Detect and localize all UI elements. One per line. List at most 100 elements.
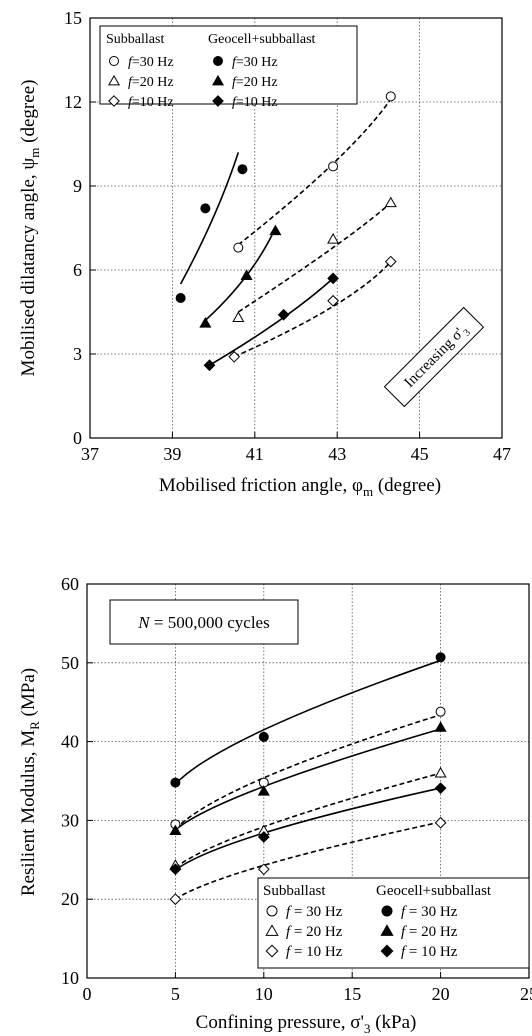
x-tick-label: 25 xyxy=(520,984,532,1004)
data-point xyxy=(434,782,447,794)
x-tick-label: 41 xyxy=(246,444,264,464)
data-point xyxy=(258,731,269,742)
data-point xyxy=(257,785,270,796)
legend: Subballast Geocell+subballast f=30 Hz f=3… xyxy=(99,25,358,110)
legend-label: f = 30 Hz xyxy=(401,904,458,920)
legend-group-geocell: Geocell+subballast xyxy=(376,883,492,899)
y-tick-label: 40 xyxy=(61,732,79,752)
y-tick-label: 12 xyxy=(64,92,82,112)
data-point xyxy=(328,161,339,172)
y-tick-label: 0 xyxy=(73,428,82,448)
data-point xyxy=(434,766,447,778)
legend-rows: f = 30 Hz f = 30 Hz f = 20 Hz f = 20 Hz f = … xyxy=(265,904,458,960)
resilient-modulus-chart: 0 5 10 15 20 25 10 20 30 40 50 60 N = 500,000 cycl… xyxy=(18,574,532,1036)
legend-group-geocell: Geocell+subballast xyxy=(208,32,316,47)
data-point xyxy=(435,706,446,717)
data-point xyxy=(385,91,396,102)
data-point xyxy=(434,721,447,732)
y-tick-label: 50 xyxy=(61,653,79,673)
legend-marker xyxy=(213,56,223,66)
legend-marker xyxy=(380,944,394,958)
legend-label: f=10 Hz xyxy=(128,95,174,110)
annotation-box xyxy=(383,306,485,408)
annotation-text: Increasing σ'3 xyxy=(401,322,472,393)
plot-frame xyxy=(89,17,503,439)
legend-marker xyxy=(380,924,394,936)
x-tick-label: 39 xyxy=(163,444,181,464)
x-tick-label: 20 xyxy=(432,984,450,1004)
x-axis-label: Confining pressure, σ'3 (kPa) xyxy=(196,1012,417,1036)
y-tick-labels: 10 20 30 40 50 60 xyxy=(61,574,79,988)
x-tick-label: 0 xyxy=(83,984,92,1004)
legend-marker xyxy=(212,95,224,107)
data-point xyxy=(170,777,181,788)
data-points xyxy=(169,652,447,906)
legend-marker xyxy=(108,95,120,107)
y-tick-label: 10 xyxy=(61,968,79,988)
y-tick-label: 6 xyxy=(73,260,82,280)
data-point xyxy=(257,863,270,876)
fit-curve xyxy=(233,261,392,358)
data-point xyxy=(327,294,339,307)
data-point xyxy=(200,203,211,214)
fit-curves xyxy=(179,98,392,366)
data-point xyxy=(203,359,216,372)
legend-label: f=20 Hz xyxy=(128,75,174,90)
legend: Subballast Geocell+subballast f = 30 Hz f… xyxy=(257,877,530,969)
legend-box xyxy=(257,877,530,969)
data-point xyxy=(233,242,244,253)
annotation-text: N = 500,000 cycles xyxy=(137,613,269,632)
x-axis-label: Mobilised friction angle, φm (degree) xyxy=(159,475,441,499)
fit-curve xyxy=(237,98,392,246)
x-tick-label: 45 xyxy=(411,444,429,464)
legend-marker xyxy=(266,905,278,917)
data-points xyxy=(175,91,397,372)
increasing-annotation: Increasing σ'3 xyxy=(383,306,485,408)
legend-label: f = 10 Hz xyxy=(286,944,343,960)
legend-label: f = 20 Hz xyxy=(401,924,458,940)
legend-box xyxy=(99,25,358,105)
dilatancy-vs-friction-chart: 37 39 41 43 45 47 0 3 6 9 12 15 Subballast Geocell… xyxy=(18,8,511,499)
plot-frame xyxy=(86,583,530,979)
x-tick-labels: 37 39 41 43 45 47 xyxy=(81,444,511,464)
axis-ticks xyxy=(86,583,530,979)
fit-curve xyxy=(204,227,277,321)
legend-label: f=30 Hz xyxy=(232,55,278,70)
fit-curve xyxy=(209,277,334,366)
fit-curves xyxy=(174,659,441,900)
data-point xyxy=(169,893,182,906)
y-axis-label: Resilient Modulus, MR (MPa) xyxy=(18,668,42,896)
data-point xyxy=(257,831,270,843)
fit-curve xyxy=(174,728,441,831)
x-tick-labels: 0 5 10 15 20 25 xyxy=(83,984,532,1004)
legend-group-subballast: Subballast xyxy=(106,32,164,47)
data-point xyxy=(175,293,186,303)
data-point xyxy=(384,255,397,268)
data-point xyxy=(435,652,446,663)
legend-label: f = 10 Hz xyxy=(401,944,458,960)
y-tick-label: 20 xyxy=(61,889,79,909)
data-point xyxy=(269,224,282,236)
legend-label: f = 20 Hz xyxy=(286,924,343,940)
data-point xyxy=(228,350,241,363)
y-axis-label: Mobilised dilatancy angle, ψm (degree) xyxy=(18,80,42,377)
cycles-annotation: N = 500,000 cycles xyxy=(109,599,299,645)
annotation-box xyxy=(109,599,299,645)
data-point xyxy=(237,164,248,175)
y-tick-label: 3 xyxy=(73,344,82,364)
y-tick-label: 9 xyxy=(73,176,82,196)
legend-marker xyxy=(211,74,225,86)
legend-group-subballast: Subballast xyxy=(263,883,326,899)
legend-rows: f=30 Hz f=30 Hz f=20 Hz f=20 Hz f=10 Hz f=10 … xyxy=(107,55,278,110)
y-tick-label: 15 xyxy=(64,8,82,28)
legend-marker xyxy=(265,944,279,958)
y-tick-label: 60 xyxy=(61,574,79,594)
x-tick-label: 47 xyxy=(493,444,511,464)
x-tick-label: 15 xyxy=(343,984,361,1004)
fit-curve xyxy=(174,821,441,900)
fit-curve xyxy=(179,152,240,285)
legend-label: f=10 Hz xyxy=(232,95,278,110)
legend-label: f=30 Hz xyxy=(128,55,174,70)
data-point xyxy=(277,308,290,321)
